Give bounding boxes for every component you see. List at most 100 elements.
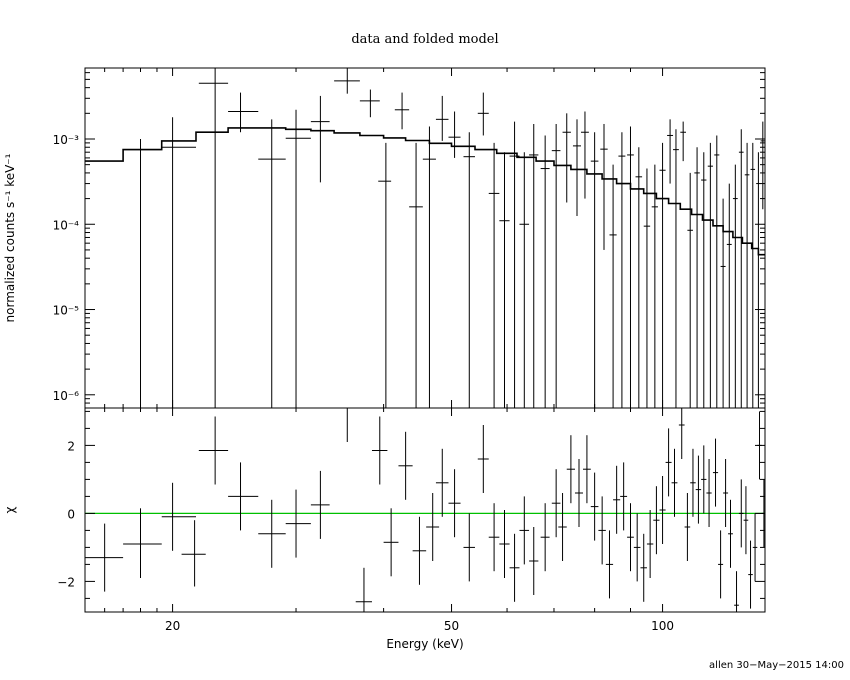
- residual-point: [761, 479, 765, 548]
- residual-point: [551, 469, 561, 538]
- residual-point: [684, 493, 691, 561]
- y-tick-label: 10⁻⁴: [53, 218, 80, 232]
- y-tick-label: −2: [57, 575, 75, 589]
- residual-point: [435, 448, 449, 517]
- data-point: [394, 92, 410, 130]
- residual-point: [757, 411, 762, 480]
- residual-point: [738, 479, 744, 548]
- lower-panel-frame: [84, 407, 766, 613]
- data-point: [590, 132, 599, 408]
- x-tick-label: 20: [165, 619, 180, 633]
- data-points: [123, 68, 765, 408]
- residual-point: [412, 516, 427, 585]
- data-point: [123, 138, 162, 408]
- y-tick-label: 10⁻³: [53, 133, 80, 147]
- data-point: [378, 142, 392, 408]
- x-tick-label: 100: [651, 619, 674, 633]
- data-point: [562, 113, 571, 203]
- data-point: [659, 142, 666, 408]
- residual-point: [477, 425, 489, 493]
- y-tick-label: 2: [67, 439, 75, 453]
- data-point: [499, 152, 510, 408]
- data-point: [707, 142, 713, 408]
- residual-point: [574, 459, 583, 527]
- residual-point: [706, 459, 712, 527]
- residual-point: [598, 496, 606, 565]
- data-point: [701, 152, 707, 408]
- data-point: [726, 183, 732, 408]
- residual-point: [701, 445, 707, 514]
- data-point: [310, 95, 330, 183]
- data-point: [667, 119, 674, 184]
- data-point: [618, 132, 626, 408]
- residual-point: [627, 503, 634, 572]
- lower-panel: −2 0 2 20 50 100 χ Energy (keV): [3, 407, 766, 651]
- data-point: [687, 172, 693, 408]
- residual-point: [712, 438, 719, 507]
- data-point: [435, 95, 449, 141]
- data-point: [488, 142, 500, 408]
- residual-point: [448, 469, 461, 538]
- y-tick-label: 10⁻⁶: [53, 389, 80, 403]
- residual-point: [123, 508, 162, 578]
- residual-point: [743, 486, 749, 555]
- residual-point: [752, 513, 758, 582]
- residual-point: [653, 486, 660, 555]
- residual-point: [582, 435, 591, 504]
- residual-point: [633, 513, 641, 582]
- upper-y-tick-labels: 10⁻³ 10⁻⁴ 10⁻⁵ 10⁻⁶: [53, 133, 80, 403]
- folded-model-line: [85, 127, 765, 256]
- residual-point: [734, 571, 739, 612]
- residual-point: [665, 428, 672, 497]
- data-point: [161, 117, 197, 408]
- residual-point: [519, 496, 530, 565]
- residual-point: [640, 533, 647, 602]
- data-point: [572, 119, 582, 216]
- x-axis-label: Energy (keV): [386, 637, 463, 651]
- residual-point: [355, 567, 372, 612]
- data-point: [509, 121, 520, 408]
- data-point: [334, 68, 360, 94]
- residual-point: [488, 503, 500, 572]
- data-point: [744, 142, 750, 408]
- residual-point: [558, 493, 567, 561]
- data-point: [529, 123, 539, 408]
- data-point: [609, 164, 617, 408]
- x-tick-label: 50: [444, 619, 459, 633]
- residual-point: [371, 416, 388, 485]
- data-point: [409, 142, 423, 408]
- data-point: [258, 119, 286, 408]
- data-point: [551, 123, 561, 408]
- residual-point: [285, 489, 311, 558]
- residual-point: [463, 513, 475, 582]
- data-point: [198, 68, 229, 408]
- residual-point: [728, 499, 733, 568]
- residual-point: [310, 470, 330, 539]
- residual-point: [671, 448, 678, 517]
- data-point: [680, 121, 686, 162]
- residual-point: [499, 510, 510, 578]
- data-point: [756, 152, 761, 408]
- data-point: [422, 126, 436, 408]
- data-point: [228, 92, 259, 133]
- residual-point: [198, 416, 229, 485]
- residual-point: [718, 530, 724, 599]
- residual-point: [748, 540, 753, 609]
- data-point: [285, 109, 311, 408]
- residual-point: [161, 482, 197, 551]
- data-point: [673, 129, 679, 408]
- data-point: [359, 89, 380, 118]
- upper-panel: 10⁻³ 10⁻⁴ 10⁻⁵ 10⁻⁶ normalized counts s⁻¹ k…: [3, 67, 766, 409]
- data-point: [643, 168, 651, 408]
- residual-point: [398, 431, 413, 500]
- residual-point: [605, 530, 614, 599]
- data-point: [750, 142, 756, 408]
- x-tick-labels: 20 50 100: [165, 619, 674, 633]
- residual-point: [723, 459, 729, 527]
- residual-point: [659, 476, 666, 544]
- residual-point: [334, 407, 360, 442]
- residual-point: [85, 523, 124, 592]
- residual-point: [426, 493, 440, 561]
- residual-point: [228, 462, 259, 531]
